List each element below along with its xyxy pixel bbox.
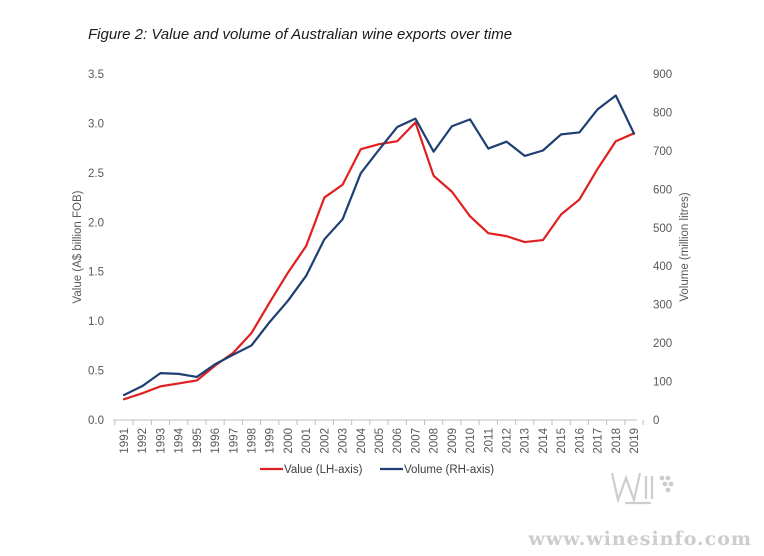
x-tick-label: 2003 bbox=[338, 428, 350, 454]
y-tick-label-right: 200 bbox=[653, 338, 672, 350]
x-tick-label: 1993 bbox=[155, 428, 167, 454]
y-tick-label-right: 800 bbox=[653, 107, 672, 119]
x-tick-label: 1991 bbox=[119, 428, 131, 454]
x-tick-label: 1998 bbox=[247, 428, 259, 454]
y-axis-label-right: Volume (million litres) bbox=[679, 192, 691, 301]
x-tick-label: 1996 bbox=[210, 428, 222, 454]
legend-label-volume: Volume (RH-axis) bbox=[404, 464, 494, 476]
x-tick-label: 2001 bbox=[301, 428, 313, 454]
y-tick-label-left: 1.5 bbox=[88, 267, 104, 279]
x-tick-label: 1994 bbox=[174, 427, 186, 453]
legend-label-value: Value (LH-axis) bbox=[284, 464, 363, 476]
y-tick-label-left: 0.5 bbox=[88, 366, 104, 378]
x-tick-label: 1997 bbox=[228, 428, 240, 454]
x-tick-label: 1992 bbox=[137, 428, 149, 454]
y-tick-label-right: 900 bbox=[653, 69, 672, 81]
series-lines bbox=[122, 94, 636, 401]
x-tick-label: 2002 bbox=[319, 428, 331, 454]
y-tick-label-right: 400 bbox=[653, 261, 672, 273]
series-line-volume bbox=[122, 94, 636, 397]
y-tick-label-left: 3.0 bbox=[88, 118, 104, 130]
x-tick-label: 2008 bbox=[429, 428, 441, 454]
y-tick-label-right: 0 bbox=[653, 415, 659, 427]
x-tick-label: 2019 bbox=[629, 428, 641, 454]
x-tick-label: 1999 bbox=[265, 428, 277, 454]
y-tick-label-left: 0.0 bbox=[88, 415, 104, 427]
x-tick-label: 2017 bbox=[593, 428, 605, 454]
y-tick-label-right: 600 bbox=[653, 184, 672, 196]
y-axis-label-left: Value (A$ billion FOB) bbox=[72, 190, 84, 303]
y-tick-label-left: 1.0 bbox=[88, 316, 104, 328]
legend: Value (LH-axis) Volume (RH-axis) bbox=[260, 464, 494, 476]
x-tick-label: 2004 bbox=[356, 427, 368, 453]
y-tick-label-left: 2.5 bbox=[88, 168, 104, 180]
x-tick-label: 2010 bbox=[465, 428, 477, 454]
chart-title: Figure 2: Value and volume of Australian… bbox=[88, 26, 512, 43]
x-tick-label: 2016 bbox=[574, 428, 586, 454]
x-tick-label: 1995 bbox=[192, 428, 204, 454]
x-axis-tickmarks bbox=[114, 420, 644, 425]
x-tick-label: 2000 bbox=[283, 428, 295, 454]
x-tick-label: 2006 bbox=[392, 428, 404, 454]
y-tick-label-right: 300 bbox=[653, 300, 672, 312]
x-tick-label: 2015 bbox=[556, 428, 568, 454]
y-tick-label-right: 700 bbox=[653, 146, 672, 158]
y-tick-label-left: 2.0 bbox=[88, 217, 104, 229]
x-tick-label: 2011 bbox=[483, 428, 495, 453]
x-tick-label: 2014 bbox=[538, 427, 550, 453]
series-line-value bbox=[122, 121, 636, 401]
x-tick-label: 2012 bbox=[502, 428, 514, 454]
x-axis-ticks: 1991 1992 1993 1994 1995 1996 1997 1998 1999 2000… bbox=[119, 427, 641, 453]
y-tick-label-right: 100 bbox=[653, 377, 672, 389]
y-tick-label-right: 500 bbox=[653, 223, 672, 235]
left-axis-ticks: 0.0 0.5 1.0 1.5 2.0 2.5 3.0 3.5 bbox=[88, 69, 104, 427]
watermark: www.winesinfo.com bbox=[528, 472, 752, 550]
x-tick-label: 2013 bbox=[520, 428, 532, 454]
y-tick-label-left: 3.5 bbox=[88, 69, 104, 81]
x-tick-label: 2018 bbox=[611, 428, 623, 454]
x-tick-label: 2009 bbox=[447, 428, 459, 454]
watermark-logo bbox=[610, 472, 674, 505]
x-tick-label: 2005 bbox=[374, 428, 386, 454]
x-tick-label: 2007 bbox=[410, 428, 422, 454]
right-axis-ticks: 0 100 200 300 400 500 600 700 800 900 bbox=[653, 69, 672, 427]
watermark-text: www.winesinfo.com bbox=[528, 528, 752, 550]
